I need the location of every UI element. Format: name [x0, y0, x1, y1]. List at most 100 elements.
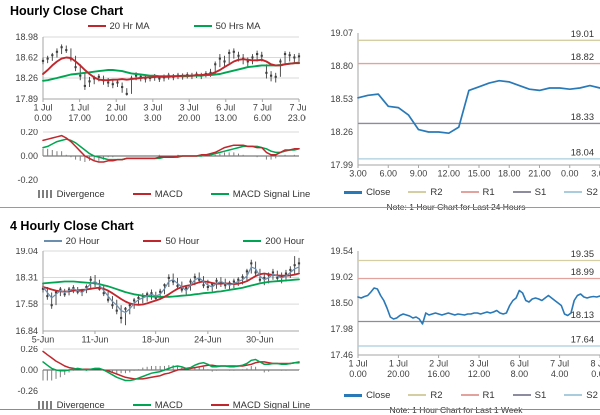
svg-text:1 Jul: 1 Jul	[70, 103, 89, 113]
divergence-bars-swatch-icon	[37, 190, 53, 198]
svg-text:3.00: 3.00	[349, 169, 367, 179]
svg-text:20.00: 20.00	[178, 113, 201, 123]
svg-text:3.00: 3.00	[591, 169, 600, 179]
svg-text:18-Jun: 18-Jun	[142, 335, 170, 345]
svg-text:5-Jun: 5-Jun	[32, 335, 55, 345]
svg-text:16.00: 16.00	[427, 369, 450, 379]
svg-text:6 Jul: 6 Jul	[216, 103, 235, 113]
legend-item-close: Close	[344, 390, 390, 401]
hourly-right-column: 19.07 18.80 18.53 18.26 17.99 3.00 6.00 9.00 12.…	[312, 19, 600, 212]
svg-text:-0.26: -0.26	[17, 386, 38, 396]
legend-item-s1: S1	[512, 390, 546, 401]
fourhourly-macd-legend: Divergence MACD MACD Signal Line	[6, 398, 312, 412]
hourly-macd-legend: Divergence MACD MACD Signal Line	[6, 187, 312, 201]
legend-item-50-hrs-ma: 50 Hrs MA	[193, 21, 261, 32]
line-swatch-icon	[460, 394, 479, 396]
line-swatch-icon	[408, 394, 427, 396]
fourhourly-row: 20 Hour 50 Hour 200 Hour 19.04 18.31 17.58 16…	[0, 234, 600, 415]
hourly-macd-chart: 0.20 0.00 -0.20	[17, 129, 300, 185]
svg-text:18.62: 18.62	[15, 52, 38, 62]
svg-text:6 Jul: 6 Jul	[510, 359, 529, 369]
line-swatch-icon	[408, 191, 427, 193]
line-swatch-icon	[243, 240, 262, 242]
svg-text:0.00: 0.00	[591, 369, 600, 379]
svg-text:0.00: 0.00	[34, 113, 52, 123]
svg-text:18.31: 18.31	[15, 273, 38, 283]
svg-text:19.54: 19.54	[330, 246, 353, 256]
svg-text:18.98: 18.98	[15, 33, 38, 42]
svg-text:2 Jul: 2 Jul	[429, 359, 448, 369]
fourhourly-macd-chart: 0.26 0.00 -0.26	[17, 346, 300, 396]
line-swatch-icon	[210, 193, 229, 195]
svg-text:-0.20: -0.20	[17, 175, 38, 185]
svg-text:18.50: 18.50	[330, 298, 353, 308]
svg-text:30-Jun: 30-Jun	[246, 335, 274, 345]
svg-text:0.26: 0.26	[20, 346, 38, 354]
svg-text:17.58: 17.58	[15, 299, 38, 309]
fourhourly-price-chart: 19.04 18.31 17.58 16.845-Jun 11-Jun 18-Jun 24-…	[15, 248, 301, 345]
svg-text:17.98: 17.98	[330, 324, 353, 334]
svg-text:0.20: 0.20	[20, 129, 38, 137]
svg-text:19.02: 19.02	[330, 272, 353, 282]
svg-text:1 Jul: 1 Jul	[389, 359, 408, 369]
legend-item-r1: R1	[460, 389, 495, 401]
legend-item-s2: S2	[564, 390, 598, 401]
svg-text:10.00: 10.00	[105, 113, 128, 123]
line-swatch-icon	[210, 404, 229, 406]
legend-item-20-hour: 20 Hour	[43, 236, 99, 247]
fourhourly-right-column: 19.54 19.02 18.50 17.98 17.46 1 Jul 0.00 1 Jul 2…	[312, 234, 600, 415]
bottom-rule	[0, 409, 600, 410]
svg-text:3 Jul: 3 Jul	[180, 103, 199, 113]
svg-text:19.04: 19.04	[15, 248, 38, 256]
line-swatch-icon	[87, 25, 106, 27]
legend-label: Divergence	[56, 399, 105, 411]
legend-label: Close	[366, 389, 391, 401]
line-swatch-icon	[344, 393, 363, 397]
line-swatch-icon	[132, 193, 151, 195]
legend-label: 200 Hour	[265, 235, 305, 247]
svg-text:1 Jul: 1 Jul	[33, 103, 52, 113]
svg-text:23.00: 23.00	[288, 113, 306, 123]
svg-text:1 Jul: 1 Jul	[348, 359, 367, 369]
legend-item-50-hour: 50 Hour	[143, 236, 199, 247]
legend-item-200-hour: 200 Hour	[243, 236, 304, 247]
line-swatch-icon	[564, 394, 583, 396]
svg-text:18.33: 18.33	[571, 112, 594, 122]
svg-text:9.00: 9.00	[410, 169, 428, 179]
svg-text:18.80: 18.80	[330, 61, 353, 71]
legend-item-macd-signal-line: MACD Signal Line	[210, 189, 310, 200]
legend-label: MACD Signal Line	[232, 399, 311, 411]
svg-text:7 Jul: 7 Jul	[289, 103, 306, 113]
hourly-row: 20 Hr MA 50 Hrs MA 18.98 18.62 18.26 17.89 1 …	[0, 19, 600, 212]
svg-text:0.00: 0.00	[20, 151, 38, 161]
legend-label: S2	[586, 186, 598, 198]
legend-item-s1: S1	[512, 187, 546, 198]
legend-item-macd: MACD	[132, 189, 183, 200]
svg-text:19.35: 19.35	[571, 249, 594, 259]
legend-item-divergence: Divergence	[37, 399, 105, 411]
hourly-price-legend: 20 Hr MA 50 Hrs MA	[6, 19, 312, 33]
legend-item-close: Close	[344, 187, 390, 198]
legend-label: R1	[482, 186, 495, 198]
svg-text:18.82: 18.82	[571, 52, 594, 62]
svg-text:18.04: 18.04	[571, 147, 594, 157]
legend-label: 50 Hour	[165, 235, 200, 247]
legend-label: R1	[482, 389, 495, 401]
legend-label: Divergence	[56, 188, 105, 200]
legend-label: MACD	[154, 399, 183, 411]
hourly-pivot-legend: Close R2 R1 S1 S2	[312, 185, 600, 199]
hourly-section: Hourly Close Chart 20 Hr MA 50 Hrs MA 18.…	[0, 4, 600, 212]
line-swatch-icon	[344, 190, 363, 194]
svg-text:24-Jun: 24-Jun	[194, 335, 222, 345]
svg-text:16.84: 16.84	[15, 326, 38, 336]
legend-item-macd-signal-line: MACD Signal Line	[210, 399, 311, 411]
svg-text:7 Jul: 7 Jul	[550, 359, 569, 369]
svg-text:6.00: 6.00	[379, 169, 397, 179]
svg-text:3 Jul: 3 Jul	[143, 103, 162, 113]
svg-text:2 Jul: 2 Jul	[107, 103, 126, 113]
line-swatch-icon	[143, 240, 162, 242]
svg-text:8.00: 8.00	[511, 369, 529, 379]
